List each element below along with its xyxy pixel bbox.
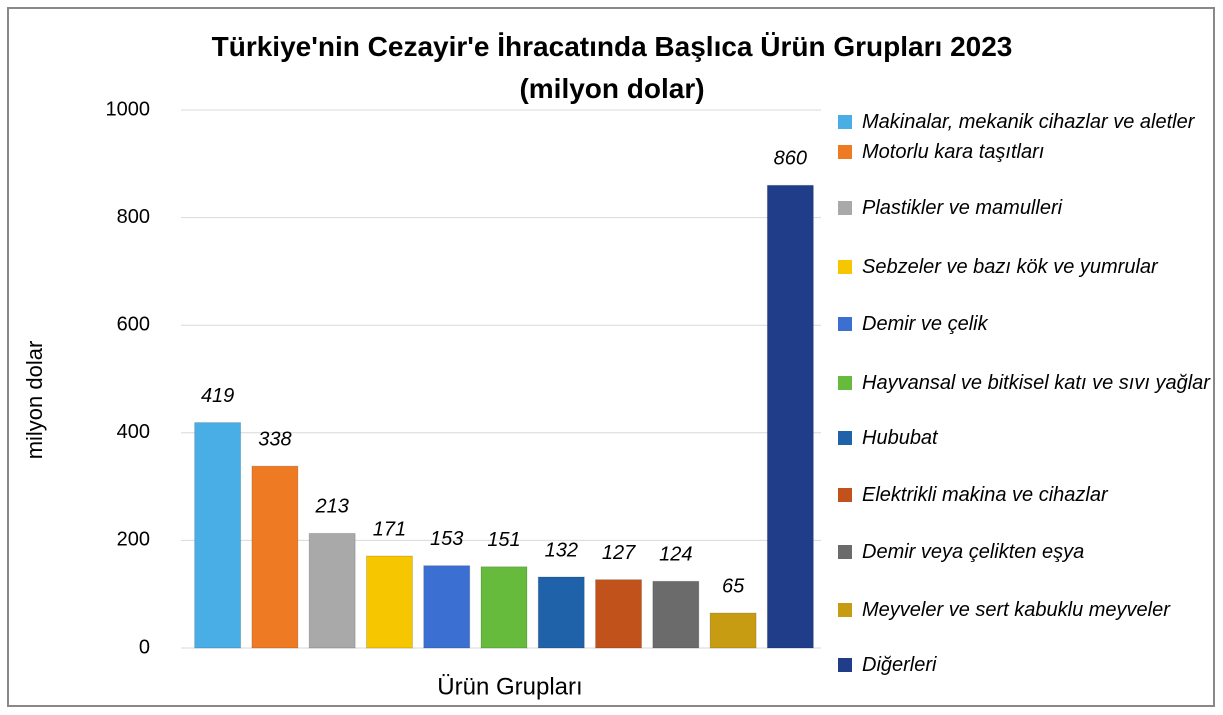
data-label: 171 [373,518,406,540]
legend-swatch [838,431,852,445]
legend-item: Demir veya çelikten eşya [838,538,1210,566]
legend-label: Sebzeler ve bazı kök ve yumrular [862,256,1158,278]
data-label: 338 [258,428,291,450]
legend-label: Motorlu kara taşıtları [862,141,1045,163]
y-tick-label: 0 [139,636,150,658]
legend-swatch [838,260,852,274]
bar [251,465,299,649]
legend-swatch [838,603,852,617]
y-tick-label: 400 [117,421,150,443]
x-axis-label: Ürün Grupları [437,673,582,700]
bar [194,422,242,649]
legend-swatch [838,376,852,390]
legend-swatch [838,488,852,502]
bar [423,565,471,649]
data-label: 419 [201,385,234,407]
data-label: 65 [722,575,745,597]
legend-item: Sebzeler ve bazı kök ve yumrular [838,253,1210,281]
legend-label: Hububat [862,427,938,449]
data-label: 127 [602,542,636,564]
data-label: 860 [774,148,807,170]
data-label: 213 [314,496,348,518]
y-tick-label: 800 [117,206,150,228]
data-label: 153 [430,528,463,550]
chart-title: Türkiye'nin Cezayir'e İhracatında Başlıc… [211,31,1013,104]
legend-item: Hububat [838,424,1210,452]
legend-label: Diğerleri [862,654,937,676]
legend-label: Elektrikli makina ve cihazlar [862,484,1108,506]
y-tick-label: 1000 [106,98,151,120]
legend-label: Demir ve çelik [862,313,988,335]
legend-swatch [838,115,852,129]
legend-label: Plastikler ve mamulleri [862,197,1063,219]
legend-swatch [838,545,852,559]
bar [595,579,643,649]
bar [766,184,814,649]
legend-item: Elektrikli makina ve cihazlar [838,481,1210,509]
legend-swatch [838,658,852,672]
chart-border [7,7,1215,707]
legend-item: Makinalar, mekanik cihazlar ve aletler [838,108,1210,136]
bar [480,566,528,649]
legend-label: Hayvansal ve bitkisel katı ve sıvı yağla… [862,372,1210,394]
legend-item: Diğerleri [838,651,1210,679]
y-tick-label: 200 [117,529,150,551]
legend-label: Demir veya çelikten eşya [862,541,1085,563]
legend-item: Meyveler ve sert kabuklu meyveler [838,596,1210,624]
legend-swatch [838,317,852,331]
bar [709,612,757,649]
y-axis-label: milyon dolar [22,341,47,460]
legend-label: Meyveler ve sert kabuklu meyveler [862,599,1170,621]
legend-item: Demir ve çelik [838,310,1210,338]
legend-swatch [838,201,852,215]
legend-item: Motorlu kara taşıtları [838,138,1210,166]
bar [365,555,413,649]
y-tick-label: 600 [117,313,150,335]
data-label: 151 [487,529,520,551]
legend-swatch [838,145,852,159]
bar [652,580,700,649]
data-label: 124 [659,544,692,566]
bar [537,576,585,649]
data-label: 132 [545,539,578,561]
legend-item: Plastikler ve mamulleri [838,194,1210,222]
legend-label: Makinalar, mekanik cihazlar ve aletler [862,111,1195,133]
legend-item: Hayvansal ve bitkisel katı ve sıvı yağla… [838,369,1210,397]
bar [308,532,356,649]
